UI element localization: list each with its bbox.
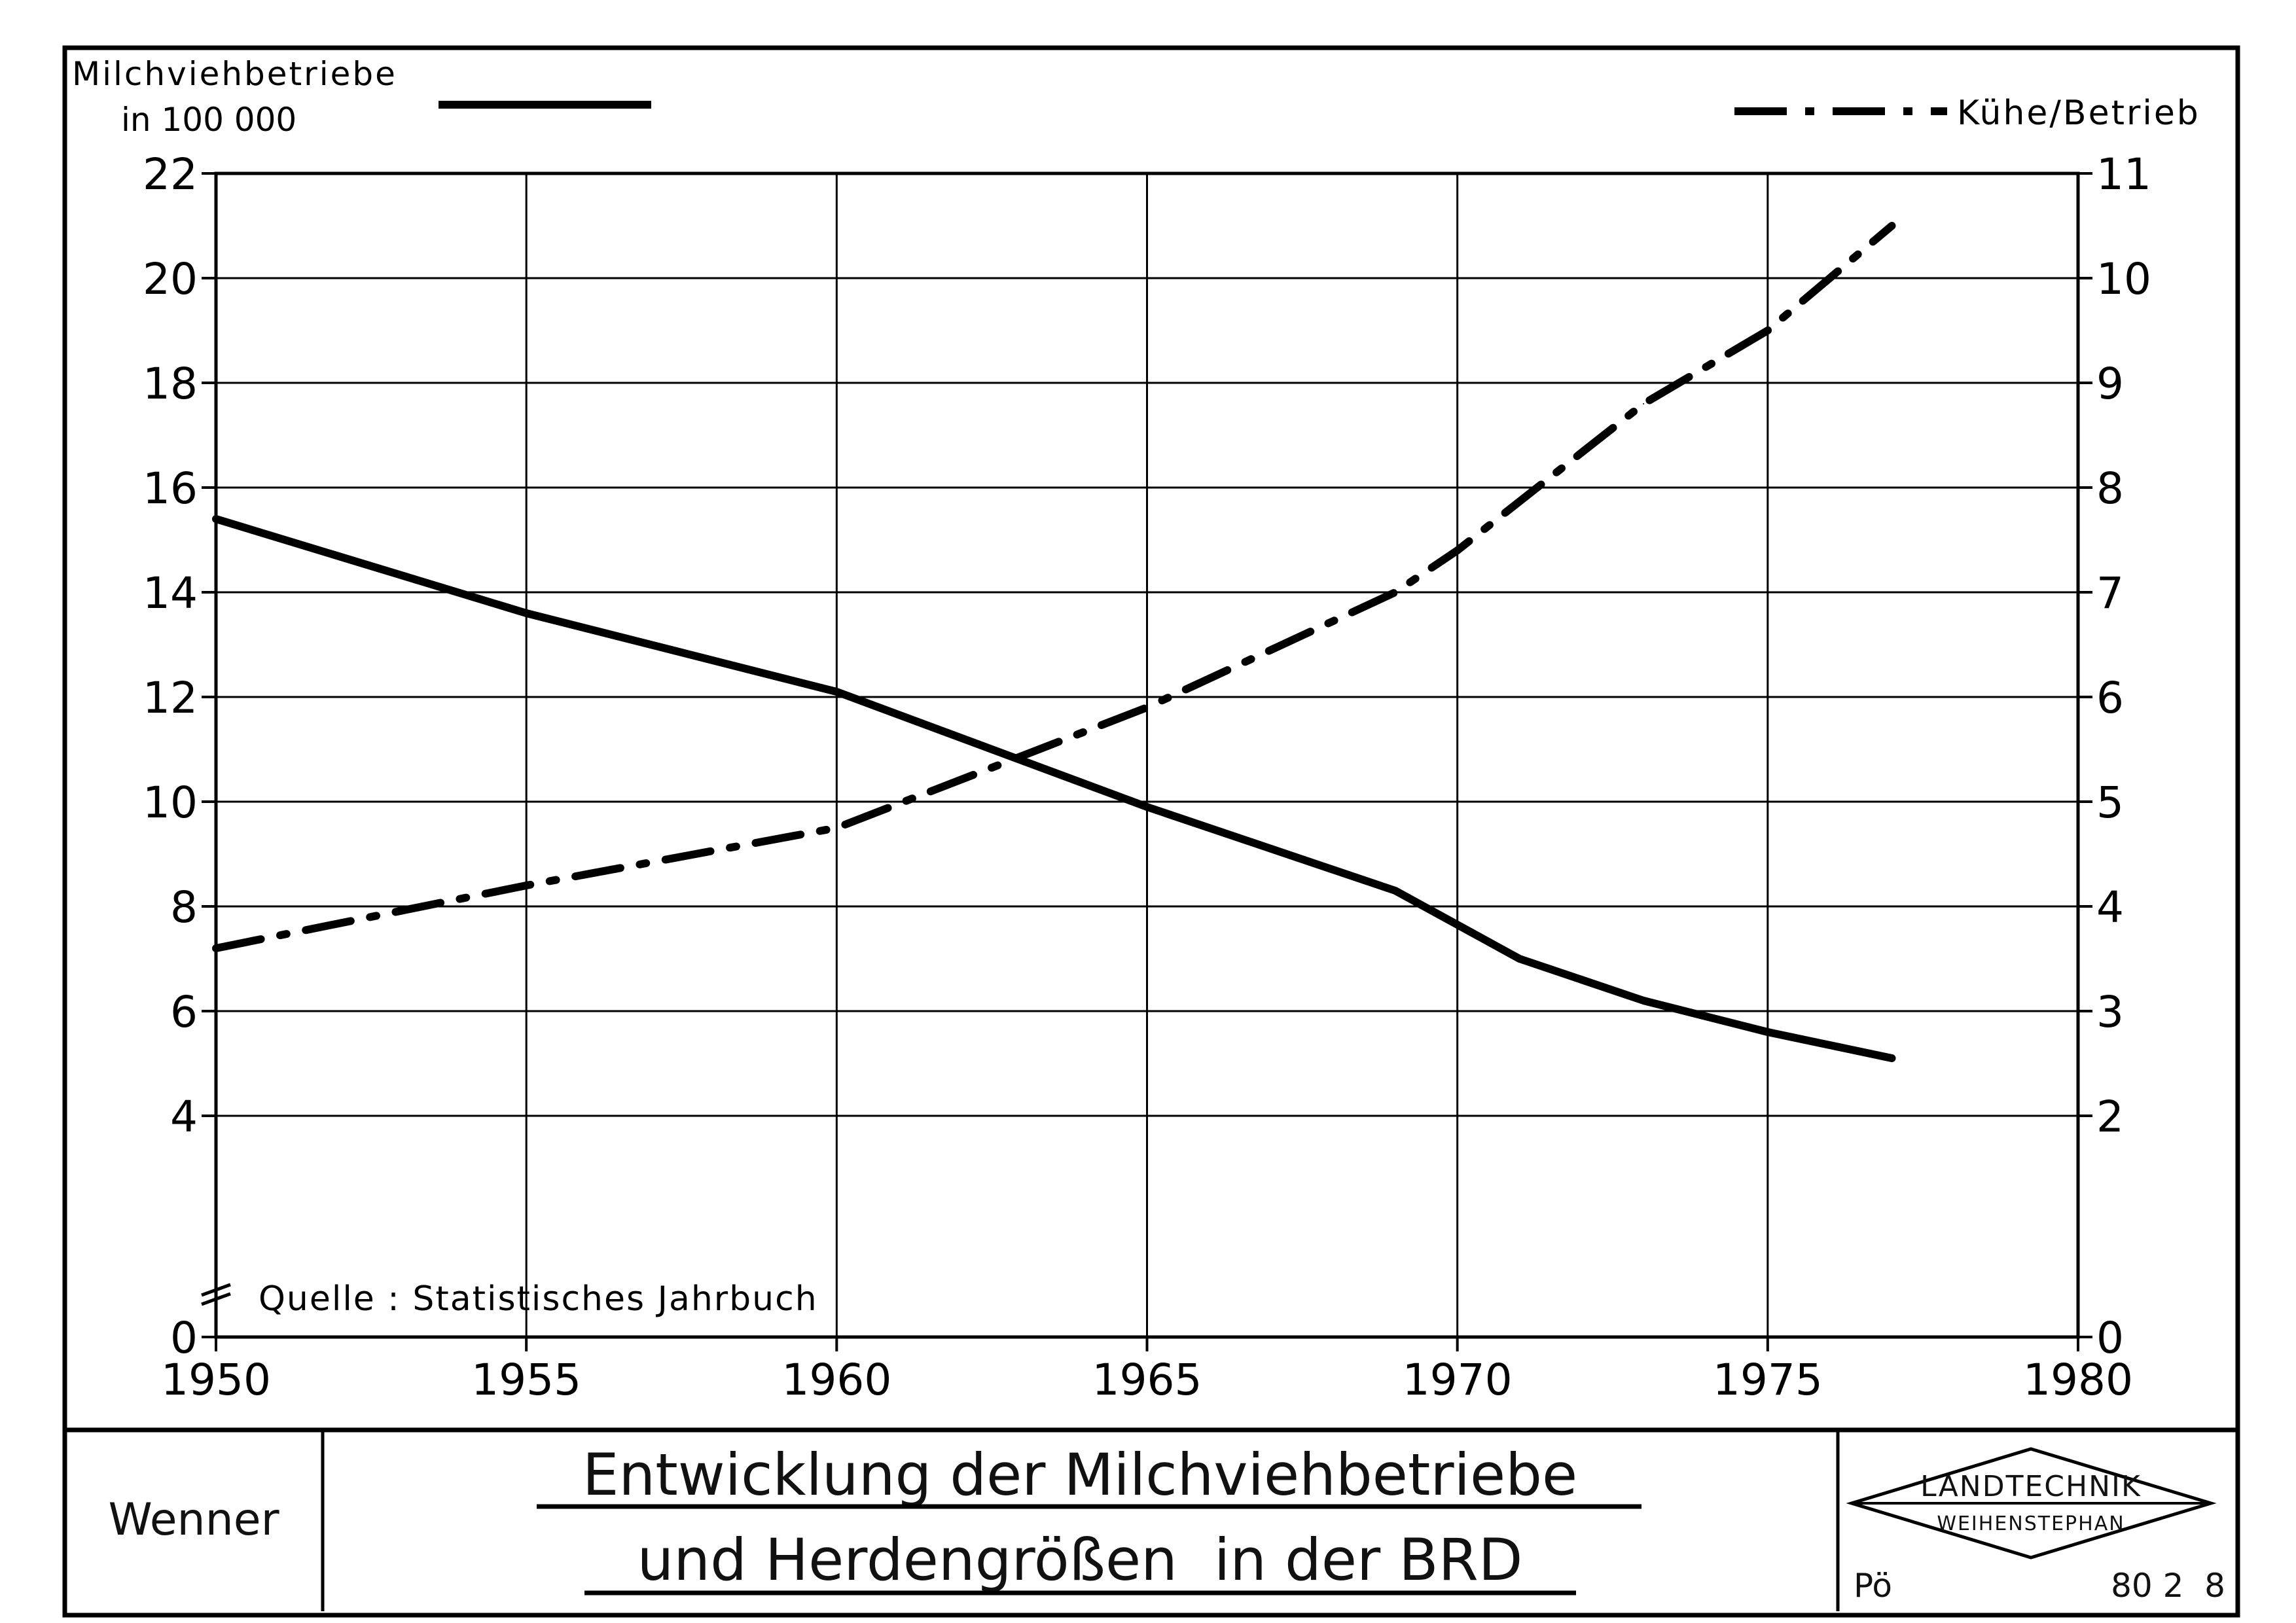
x-tick-label: 1965 (1092, 1355, 1202, 1405)
right-tick-label: 6 (2096, 673, 2124, 723)
series-1-point (1394, 592, 1396, 593)
logo-line-2: WEIHENSTEPHAN (1937, 1512, 2125, 1535)
series-0-point (836, 691, 838, 692)
series-0-point (1146, 806, 1148, 808)
series-line-kuehe-betrieb (212, 222, 1896, 952)
left-tick-label: 12 (143, 673, 198, 723)
right-tick-label: 2 (2096, 1092, 2124, 1142)
left-tick-label: 6 (170, 987, 198, 1037)
x-tick-label: 1950 (161, 1355, 271, 1405)
series-0-point (526, 613, 528, 614)
left-tick-label: 22 (143, 149, 198, 200)
axis-break-mark (201, 1283, 231, 1297)
series-0-point (1518, 958, 1520, 959)
title-line-1: Entwicklung der Milchviehbetriebe (583, 1441, 1577, 1508)
outer-frame (62, 45, 2240, 1618)
series-1-point (1891, 225, 1893, 226)
left-tick-label: 4 (170, 1092, 198, 1142)
right-tick-label: 3 (2096, 987, 2124, 1037)
series-1-point (836, 827, 838, 829)
chart-series (212, 222, 1896, 1062)
series-1-point (215, 948, 217, 949)
left-tick-label: 18 (143, 359, 198, 409)
left-tick-label: 0 (170, 1313, 198, 1363)
chart-grid (201, 171, 2092, 1351)
title-line-2: und Herdengrößen in der BRD (637, 1526, 1523, 1594)
left-tick-label: 20 (143, 254, 198, 304)
logo-line-1: LANDTECHNIK (1920, 1470, 2142, 1503)
left-axis-label-line2: in 100 000 (121, 101, 296, 139)
series-0-point (1643, 1000, 1645, 1001)
source-note: Quelle : Statistisches Jahrbuch (259, 1279, 818, 1319)
series-1-point (1456, 550, 1458, 551)
right-tick-label: 9 (2096, 359, 2124, 409)
series-1-point (1767, 330, 1768, 331)
right-tick-label: 10 (2096, 254, 2151, 304)
right-tick-label: 5 (2096, 777, 2124, 828)
right-tick-label: 8 (2096, 463, 2124, 514)
left-axis-label-line1: Milchviehbetriebe (72, 55, 397, 93)
left-tick-label: 8 (170, 882, 198, 933)
x-tick-label: 1975 (1713, 1355, 1823, 1405)
left-tick-label: 14 (143, 568, 198, 618)
x-tick-label: 1960 (781, 1355, 891, 1405)
right-tick-label: 4 (2096, 882, 2124, 933)
x-tick-label: 1980 (2023, 1355, 2133, 1405)
x-tick-label: 1970 (1403, 1355, 1513, 1405)
series-1-point (526, 885, 528, 886)
drawing-initials: Pö (1854, 1567, 1892, 1605)
series-0-point (1394, 890, 1396, 891)
series-0-point (1767, 1031, 1768, 1033)
right-tick-label: 11 (2096, 149, 2151, 200)
chart-ticks: 1950 1955 1960 1965 1970 1975 1980046810121416… (143, 149, 2151, 1405)
left-tick-label: 10 (143, 777, 198, 828)
left-tick-label: 16 (143, 463, 198, 514)
series-line-milchviehbetriebe (212, 515, 1896, 1062)
series-1-point (1643, 403, 1645, 404)
landtechnik-logo: LANDTECHNIK WEIHENSTEPHAN (1846, 1447, 2217, 1560)
series-0-point (215, 518, 217, 520)
right-tick-label: 0 (2096, 1313, 2124, 1363)
series-1-point (1146, 707, 1148, 708)
axis-break-mark (201, 1292, 231, 1306)
x-tick-label: 1955 (471, 1355, 581, 1405)
right-tick-label: 7 (2096, 568, 2124, 618)
right-axis-label: Kühe/Betrieb (1957, 94, 2200, 133)
author-name: Wenner (108, 1494, 279, 1546)
series-0-point (1891, 1058, 1893, 1059)
drawing-number: 80 2 8 (2111, 1567, 2225, 1605)
